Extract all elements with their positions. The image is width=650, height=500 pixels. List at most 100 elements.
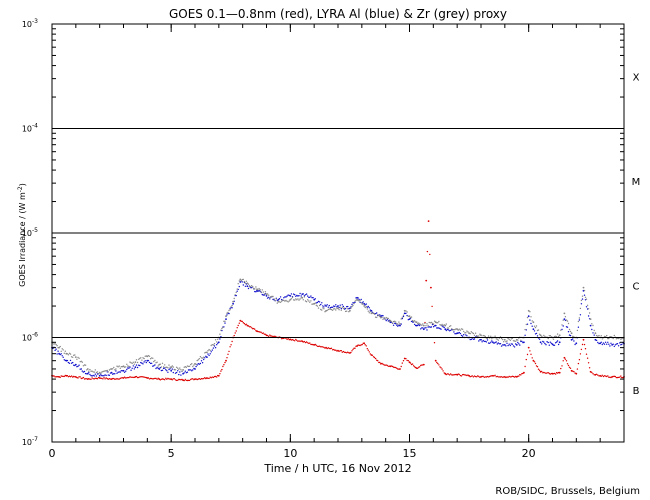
data-point <box>166 366 168 368</box>
data-point <box>226 357 228 359</box>
data-point <box>589 370 592 373</box>
data-point <box>147 359 150 362</box>
data-point <box>589 324 592 327</box>
data-point <box>79 376 81 378</box>
data-point <box>203 377 205 380</box>
data-point <box>598 334 600 337</box>
data-point <box>106 369 109 372</box>
data-point <box>510 376 512 378</box>
data-point <box>209 349 211 352</box>
data-point <box>512 340 515 342</box>
data-point <box>281 300 283 302</box>
data-point <box>587 315 590 317</box>
data-point <box>237 324 239 327</box>
data-point <box>145 355 147 357</box>
data-point <box>577 362 580 365</box>
data-point <box>438 364 440 366</box>
data-point <box>385 364 387 366</box>
data-point <box>410 316 413 318</box>
data-point <box>564 358 567 360</box>
data-point <box>135 364 138 366</box>
data-point <box>485 376 488 378</box>
data-point <box>431 322 434 324</box>
data-point <box>363 342 366 345</box>
data-point <box>227 311 229 314</box>
data-point <box>575 342 578 345</box>
data-point <box>57 350 59 352</box>
data-point <box>63 352 65 354</box>
data-point <box>302 293 304 295</box>
data-point <box>258 287 260 290</box>
data-point <box>292 293 295 295</box>
data-point <box>245 323 248 325</box>
data-point <box>130 376 132 378</box>
y-tick-exp: -3 <box>32 18 38 25</box>
data-point <box>97 373 100 375</box>
data-point <box>384 364 386 366</box>
data-point <box>316 345 319 347</box>
data-point <box>621 343 623 346</box>
data-point <box>553 344 556 346</box>
data-point <box>208 377 210 380</box>
data-point <box>584 348 587 350</box>
data-point <box>331 349 334 351</box>
data-point <box>396 367 398 369</box>
data-point <box>56 376 58 378</box>
data-point <box>422 324 425 327</box>
data-point <box>426 323 428 325</box>
data-point <box>187 365 190 368</box>
data-point <box>398 324 400 326</box>
data-point <box>56 353 58 355</box>
data-point <box>463 373 465 376</box>
data-point <box>562 360 564 362</box>
data-point <box>422 364 424 366</box>
data-point <box>440 367 442 369</box>
data-point <box>593 334 595 336</box>
data-point <box>400 318 402 320</box>
data-point <box>437 362 439 365</box>
data-point <box>424 327 426 329</box>
data-point <box>418 322 420 324</box>
flare-class-label-c: C <box>633 281 640 292</box>
data-point <box>190 378 192 381</box>
data-point <box>568 328 571 331</box>
data-point <box>59 353 61 356</box>
data-point <box>331 309 334 311</box>
data-point <box>266 297 269 299</box>
data-point <box>182 372 185 375</box>
data-point <box>68 362 71 364</box>
data-point <box>412 320 415 323</box>
data-point <box>224 322 226 324</box>
data-point <box>305 341 308 343</box>
data-point <box>329 307 332 309</box>
data-point <box>108 374 111 376</box>
data-point <box>340 350 342 352</box>
data-point <box>114 378 116 380</box>
data-point <box>83 378 86 380</box>
data-point <box>395 366 397 369</box>
data-point <box>316 301 319 304</box>
data-point <box>272 298 274 301</box>
data-point <box>444 328 447 331</box>
data-point <box>480 338 482 341</box>
data-point <box>362 303 364 305</box>
data-point <box>234 332 236 334</box>
data-point <box>162 367 165 370</box>
data-point <box>78 357 80 359</box>
data-point <box>458 331 460 334</box>
data-point <box>305 293 308 295</box>
data-point <box>450 325 452 327</box>
data-point <box>535 365 538 367</box>
data-point <box>262 332 264 334</box>
data-point <box>597 374 599 376</box>
data-point <box>360 302 362 304</box>
data-point <box>491 375 493 377</box>
data-point <box>544 335 546 338</box>
data-point <box>117 371 119 373</box>
data-point <box>403 312 406 315</box>
data-point <box>284 300 286 302</box>
data-point <box>507 344 509 347</box>
data-point <box>366 308 368 310</box>
data-point <box>505 376 507 379</box>
data-point <box>303 296 306 298</box>
